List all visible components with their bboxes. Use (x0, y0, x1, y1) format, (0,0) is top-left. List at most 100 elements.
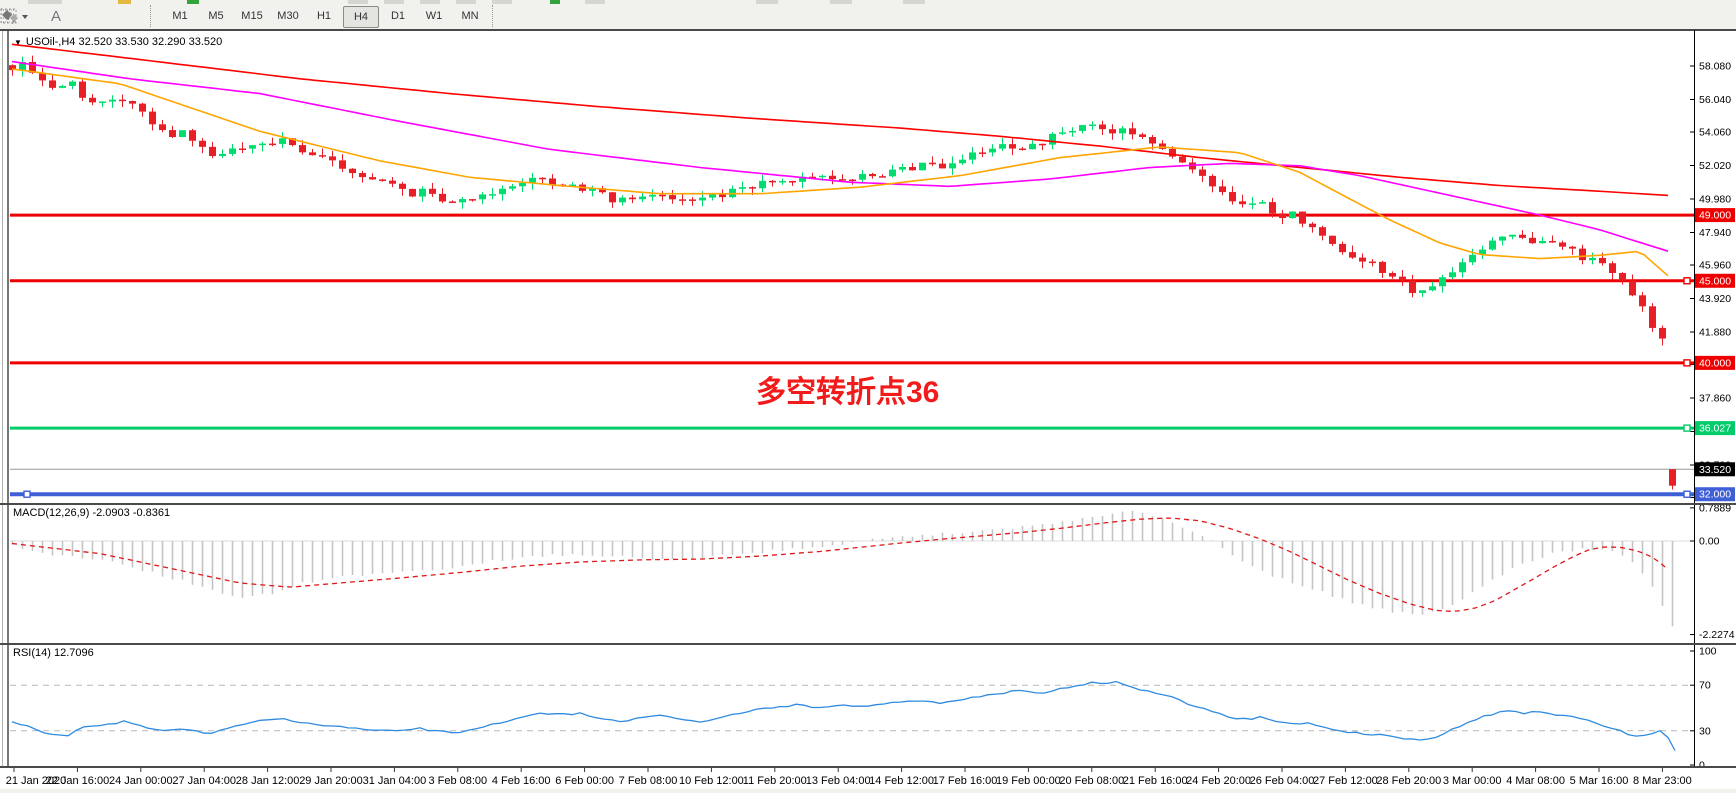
macd-axis-tick: 0.7889 (1699, 505, 1731, 514)
panel-separator[interactable] (0, 503, 1736, 505)
level-handle[interactable] (1683, 277, 1691, 285)
timeframe-M15[interactable]: M15 (241, 9, 263, 22)
toolbar-separator (150, 5, 158, 27)
time-label: 3 Feb 08:00 (428, 775, 487, 787)
timeframe-M5[interactable]: M5 (208, 9, 224, 22)
price-badge-label: 40.000 (1699, 357, 1731, 369)
time-label: 8 Mar 23:00 (1633, 775, 1692, 787)
price-badge-label: 45.000 (1699, 275, 1731, 287)
price-tick: 58.080 (1699, 61, 1731, 73)
price-tick: 43.920 (1699, 293, 1731, 305)
window-bottom-strip (0, 789, 1736, 793)
price-tick: 41.880 (1699, 327, 1731, 339)
level-handle[interactable] (1683, 359, 1691, 367)
price-badge (1695, 421, 1735, 436)
price-tick: 54.060 (1699, 127, 1731, 139)
macd-axis-tick: -2.2274 (1699, 629, 1735, 641)
macd-signal-line (11, 517, 1669, 613)
timeframe-M30[interactable]: M30 (277, 9, 299, 22)
price-tick: 56.040 (1699, 94, 1731, 106)
rsi-axis-tick: 0 (1699, 760, 1705, 767)
time-label: 31 Jan 04:00 (363, 775, 427, 787)
level-handle[interactable] (1683, 424, 1691, 432)
text-icon[interactable]: A (50, 7, 61, 25)
window-left-border (7, 31, 9, 768)
ma-line-medium-magenta[interactable] (11, 60, 1669, 252)
panel-separator[interactable] (0, 643, 1736, 645)
cutoff-icon-fragment (585, 0, 605, 4)
ma-line-slow-red[interactable] (11, 43, 1669, 197)
cutoff-icon-fragment (384, 0, 404, 4)
time-label: 17 Feb 16:00 (933, 775, 998, 787)
rsi-panel-canvas[interactable]: 100 70 30 0 (0, 645, 1736, 766)
shapes-icon[interactable] (2, 5, 145, 27)
timeframe-H4[interactable]: H4 (343, 5, 379, 28)
cutoff-icon-fragment (348, 0, 368, 4)
level-handle[interactable] (23, 490, 31, 498)
time-label: 28 Feb 20:00 (1376, 775, 1441, 787)
time-label: 20 Feb 08:00 (1059, 775, 1124, 787)
time-label: 21 Feb 16:00 (1123, 775, 1188, 787)
rsi-axis-tick: 30 (1699, 725, 1711, 737)
symbol-ohlc-readout[interactable]: ▼ USOil-,H4 32.520 33.530 32.290 33.520 (14, 36, 222, 48)
rsi-axis-tick: 100 (1699, 646, 1717, 658)
cutoff-icon-fragment (550, 0, 560, 4)
timeframe-W1[interactable]: W1 (425, 9, 443, 22)
timeframe-D1[interactable]: D1 (390, 9, 406, 22)
time-label: 10 Feb 12:00 (679, 775, 744, 787)
timeframe-MN[interactable]: MN (461, 9, 479, 22)
main-chart-canvas[interactable]: 58.080 56.040 54.060 52.020 49.980 47.940 45.9… (0, 30, 1736, 503)
window-left-border (2, 31, 3, 768)
time-label: 3 Mar 00:00 (1443, 775, 1502, 787)
time-label: 5 Mar 16:00 (1570, 775, 1629, 787)
time-label: 24 Feb 20:00 (1186, 775, 1251, 787)
text-label-icon[interactable]: T (0, 5, 103, 27)
panel-separator (0, 766, 1736, 768)
time-label: 14 Feb 12:00 (869, 775, 934, 787)
macd-panel-canvas[interactable]: 0.7889 0.00 -2.2274 (0, 505, 1736, 643)
chart-window (0, 29, 1736, 795)
price-tick: 52.020 (1699, 160, 1731, 172)
time-label: 4 Mar 08:00 (1506, 775, 1565, 787)
price-badge (1695, 462, 1735, 477)
macd-histogram (11, 510, 1674, 627)
chart-annotation-text[interactable]: 多空转折点36 (756, 376, 940, 409)
rsi-label: RSI(14) 12.7096 (13, 647, 94, 659)
price-badge-label: 33.520 (1699, 464, 1731, 476)
toolbar-separator (492, 5, 500, 27)
price-badge-label: 36.027 (1699, 423, 1731, 435)
time-label: 22 Jan 16:00 (46, 775, 110, 787)
ma-line-fast-orange[interactable] (11, 68, 1669, 277)
time-label: 28 Jan 12:00 (236, 775, 300, 787)
level-handle[interactable] (1683, 490, 1691, 498)
time-label: 21 Jan 2020 (6, 775, 67, 787)
timeframe-H1[interactable]: H1 (316, 9, 332, 22)
cutoff-icon-fragment (756, 0, 778, 4)
time-label: 11 Feb 20:00 (743, 775, 807, 787)
price-badge (1695, 487, 1735, 502)
horizontal-level-lines[interactable] (10, 213, 1694, 497)
macd-axis-tick: 0.00 (1699, 536, 1720, 548)
price-badge-label: 32.000 (1699, 489, 1731, 501)
time-label: 19 Feb 00:00 (996, 775, 1061, 787)
timeframe-group: M1 M5 M15 M30 H1 H4 D1 W1 MN (162, 2, 488, 28)
time-label: 27 Jan 04:00 (172, 775, 236, 787)
price-badge-label: 49.000 (1699, 210, 1731, 222)
rsi-line (11, 680, 1676, 751)
price-tick: 49.980 (1699, 194, 1731, 206)
timeframe-M1[interactable]: M1 (172, 9, 188, 22)
time-label: 7 Feb 08:00 (619, 775, 678, 787)
chevron-down-icon: ▼ (14, 38, 22, 47)
time-label: 6 Feb 00:00 (555, 775, 614, 787)
time-label: 13 Feb 04:00 (806, 775, 871, 787)
price-badge (1695, 355, 1735, 370)
cutoff-icon-fragment (187, 0, 199, 4)
price-tick: 47.940 (1699, 227, 1731, 239)
cutoff-icon-fragment (492, 0, 512, 4)
price-badge (1695, 273, 1735, 288)
price-tick: 45.960 (1699, 260, 1731, 272)
cutoff-icon-fragment (903, 0, 925, 4)
price-tick: 37.860 (1699, 393, 1731, 405)
